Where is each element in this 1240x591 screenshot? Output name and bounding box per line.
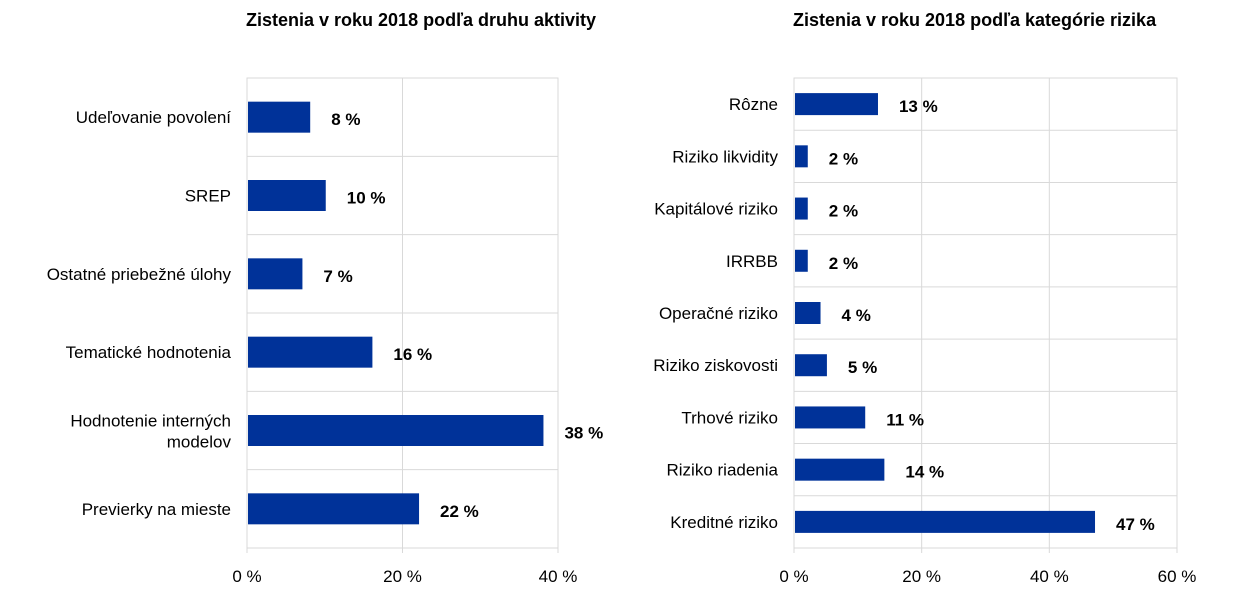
bar-0-0	[248, 101, 311, 133]
value-label-0-4: 38 %	[564, 424, 603, 443]
category-label-0-4: Hodnotenie interných modelov	[70, 412, 231, 452]
category-label-1-4: Operačné riziko	[659, 304, 778, 323]
bar-1-3	[795, 249, 808, 272]
bar-1-6	[795, 406, 866, 429]
bar-0-2	[248, 258, 303, 290]
x-tick-label-1-1: 20 %	[902, 567, 941, 586]
value-label-1-4: 4 %	[842, 306, 871, 325]
category-label-1-3: IRRBB	[726, 252, 778, 271]
value-label-0-3: 16 %	[393, 345, 432, 364]
value-label-1-6: 11 %	[886, 410, 924, 429]
chart-title-activity: Zistenia v roku 2018 podľa druhu aktivit…	[246, 10, 597, 30]
category-label-1-2: Kapitálové riziko	[654, 200, 778, 219]
bar-0-1	[248, 180, 326, 211]
value-label-0-0: 8 %	[331, 110, 360, 129]
bar-1-1	[795, 145, 808, 168]
x-tick-label-1-3: 60 %	[1158, 567, 1197, 586]
category-label-0-3: Tematické hodnotenia	[66, 343, 232, 362]
bar-0-3	[248, 336, 373, 368]
category-label-1-7: Riziko riadenia	[667, 461, 779, 480]
category-label-1-6: Trhové riziko	[681, 408, 778, 427]
value-label-0-2: 7 %	[323, 267, 352, 286]
bar-0-5	[248, 493, 420, 525]
value-label-1-0: 13 %	[899, 97, 938, 116]
category-label-0-0: Udeľovanie povolení	[76, 108, 232, 127]
x-tick-label-1-0: 0 %	[779, 567, 808, 586]
category-label-0-5: Previerky na mieste	[82, 500, 231, 519]
value-label-1-2: 2 %	[829, 202, 858, 221]
x-tick-label-0-2: 40 %	[539, 567, 578, 586]
x-tick-label-1-2: 40 %	[1030, 567, 1069, 586]
value-label-1-5: 5 %	[848, 358, 877, 377]
category-label-1-8: Kreditné riziko	[670, 513, 778, 532]
value-label-1-8: 47 %	[1116, 515, 1155, 534]
bar-1-4	[795, 302, 821, 324]
chart-title-risk: Zistenia v roku 2018 podľa kategórie riz…	[793, 10, 1157, 30]
category-label-1-1: Riziko likvidity	[672, 147, 778, 166]
value-label-1-7: 14 %	[905, 463, 944, 482]
bar-1-2	[795, 197, 808, 220]
category-label-1-0: Rôzne	[729, 95, 778, 114]
x-tick-label-0-1: 20 %	[383, 567, 422, 586]
x-tick-label-0-0: 0 %	[232, 567, 261, 586]
category-label-0-2: Ostatné priebežné úlohy	[47, 265, 232, 284]
bar-1-7	[795, 458, 885, 481]
value-label-0-5: 22 %	[440, 502, 479, 521]
value-label-1-1: 2 %	[829, 149, 858, 168]
value-label-1-3: 2 %	[829, 254, 858, 273]
category-label-0-1: SREP	[185, 187, 231, 206]
bar-1-8	[795, 510, 1096, 533]
bar-0-4	[248, 415, 544, 446]
bar-1-0	[795, 93, 878, 116]
category-label-1-5: Riziko ziskovosti	[653, 356, 778, 375]
bar-1-5	[795, 354, 827, 377]
value-label-0-1: 10 %	[347, 189, 386, 208]
